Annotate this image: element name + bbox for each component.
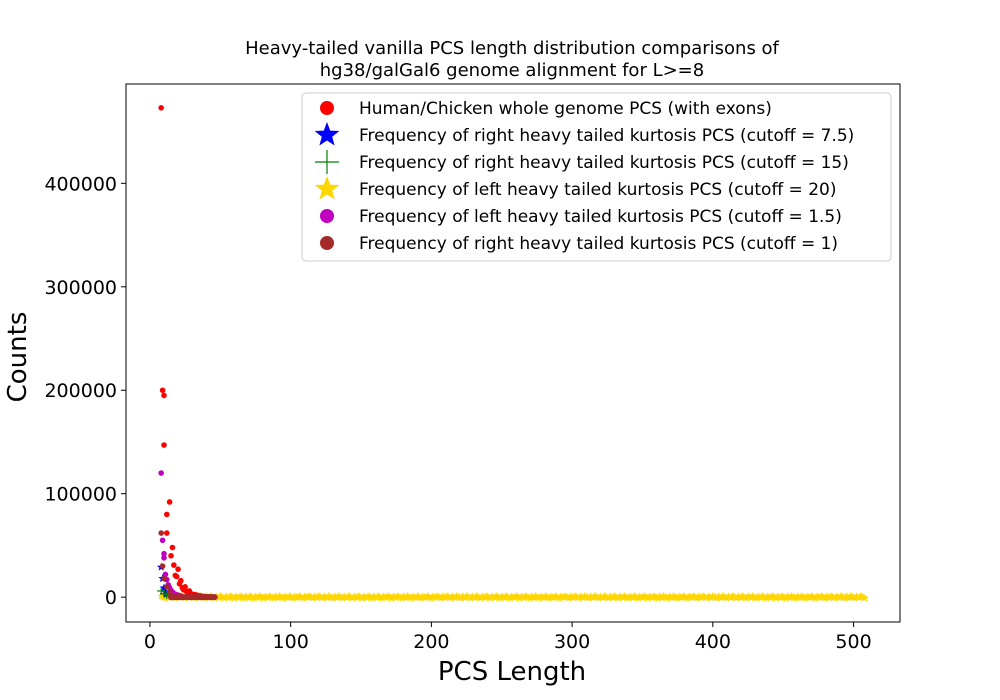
chart-title-line-2: hg38/galGal6 genome alignment for L>=8 xyxy=(320,60,704,81)
legend: Human/Chicken whole genome PCS (with exo… xyxy=(301,92,892,262)
point-0-8 xyxy=(169,544,176,551)
point-4-1 xyxy=(159,537,166,544)
plot-frame xyxy=(125,83,901,623)
legend-box xyxy=(301,92,892,262)
point-1-3 xyxy=(161,587,170,596)
y-tick-label: 300000 xyxy=(44,277,117,299)
point-0-11 xyxy=(173,573,180,580)
point-0-2 xyxy=(161,392,167,399)
point-0-12 xyxy=(175,566,181,573)
point-0-1 xyxy=(159,387,166,394)
point-0-6 xyxy=(166,499,173,505)
y-tick-label: 100000 xyxy=(44,484,117,506)
legend-label: Frequency of left heavy tailed kurtosis … xyxy=(359,180,836,200)
series-5 xyxy=(158,530,218,601)
legend-marker xyxy=(314,122,340,146)
legend-label: Frequency of right heavy tailed kurtosis… xyxy=(359,153,849,173)
legend-marker xyxy=(320,236,334,250)
y-tick-label: 0 xyxy=(105,587,117,609)
point-4-2 xyxy=(161,550,167,557)
point-5-0 xyxy=(158,530,164,536)
point-0-0 xyxy=(158,104,164,111)
legend-label: Frequency of left heavy tailed kurtosis … xyxy=(359,207,842,227)
legend-entry: Frequency of right heavy tailed kurtosis… xyxy=(314,122,854,146)
plot-area xyxy=(156,104,869,602)
legend-entry: Frequency of right heavy tailed kurtosis… xyxy=(320,234,838,254)
axes: 0 100 200 300 400 500 0 100000 200000 300000 40000… xyxy=(44,83,901,653)
x-tick-label: 300 xyxy=(554,631,590,653)
chart-title: Heavy-tailed vanilla PCS length distribu… xyxy=(245,38,779,81)
point-5-1 xyxy=(159,563,166,569)
point-5-3 xyxy=(164,584,170,590)
x-tick-label: 500 xyxy=(835,631,871,653)
point-0-4 xyxy=(164,511,170,518)
legend-label: Frequency of right heavy tailed kurtosis… xyxy=(359,234,838,254)
y-tick-label: 200000 xyxy=(44,380,117,402)
point-0-3 xyxy=(161,442,167,448)
legend-label: Human/Chicken whole genome PCS (with exo… xyxy=(359,99,772,119)
y-tick-label: 400000 xyxy=(44,173,117,195)
x-axis-label: PCS Length xyxy=(438,657,586,687)
point-5-2 xyxy=(161,575,167,582)
legend-entry: Frequency of left heavy tailed kurtosis … xyxy=(320,207,842,227)
legend-entry: Frequency of left heavy tailed kurtosis … xyxy=(314,176,836,200)
chart-title-line-1: Heavy-tailed vanilla PCS length distribu… xyxy=(245,38,779,59)
x-tick-label: 0 xyxy=(144,631,156,653)
series-3 xyxy=(157,591,869,602)
point-5-4 xyxy=(166,589,173,595)
point-0-5 xyxy=(164,530,170,536)
legend-label: Frequency of right heavy tailed kurtosis… xyxy=(359,126,854,146)
band-point-3-500 xyxy=(860,594,869,602)
legend-marker xyxy=(315,150,339,174)
x-tick-label: 400 xyxy=(695,631,731,653)
y-axis-label: Counts xyxy=(3,312,33,403)
point-4-0 xyxy=(158,470,164,476)
point-0-17 xyxy=(182,584,188,590)
tail-point-5-46 xyxy=(211,594,218,601)
series-0 xyxy=(158,104,212,600)
legend-entry: Frequency of right heavy tailed kurtosis… xyxy=(315,150,849,174)
x-tick-label: 200 xyxy=(413,631,449,653)
legend-marker xyxy=(314,176,340,200)
point-0-9 xyxy=(171,562,177,568)
legend-marker xyxy=(320,101,334,115)
point-0-14 xyxy=(178,577,184,584)
point-1-2 xyxy=(159,583,169,592)
legend-entry: Human/Chicken whole genome PCS (with exo… xyxy=(320,99,772,119)
x-tick-label: 100 xyxy=(273,631,309,653)
point-0-7 xyxy=(168,552,174,559)
point-4-3 xyxy=(161,555,167,561)
legend-marker xyxy=(320,209,334,223)
